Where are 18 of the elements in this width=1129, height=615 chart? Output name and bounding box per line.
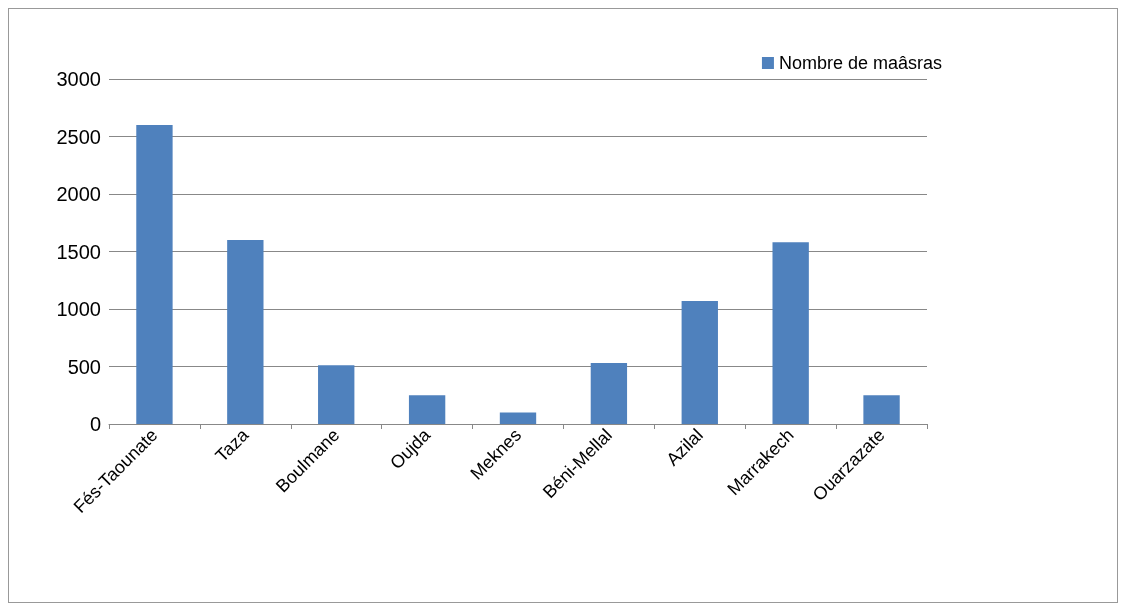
y-tick-label: 2500 — [56, 125, 101, 148]
legend-label: Nombre de maâsras — [778, 53, 943, 73]
bar — [227, 240, 264, 424]
y-tick-label: 1500 — [56, 240, 101, 263]
bar — [772, 242, 809, 424]
bar — [136, 125, 173, 424]
bar — [318, 365, 355, 424]
bar — [863, 395, 900, 424]
bar — [499, 412, 537, 424]
y-tick-label: 2000 — [56, 183, 101, 205]
bar — [681, 300, 718, 424]
y-tick-label: 3000 — [56, 68, 101, 90]
y-tick-label: 1000 — [56, 298, 101, 320]
bar — [408, 395, 446, 424]
x-tick-label: Taza — [211, 424, 253, 466]
bar — [590, 363, 628, 424]
y-tick-label: 500 — [67, 355, 101, 378]
y-tick-label: 0 — [89, 413, 101, 435]
